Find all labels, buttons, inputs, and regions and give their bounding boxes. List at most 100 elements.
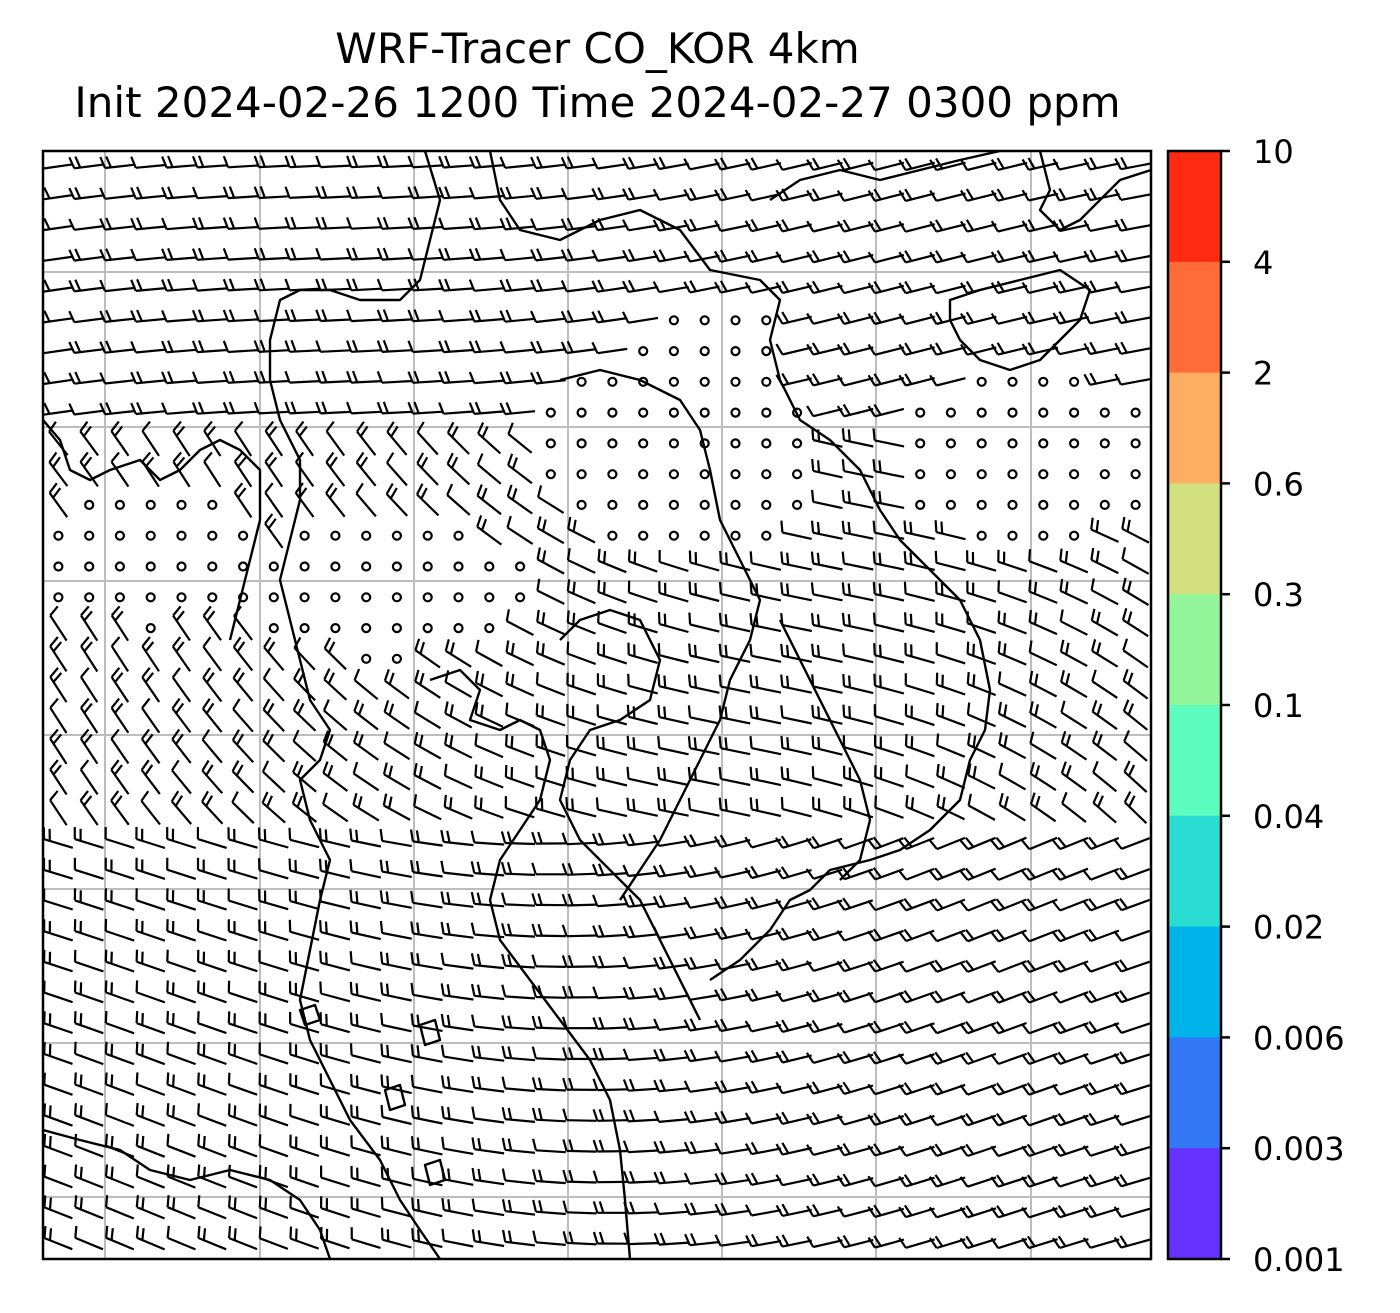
wind-barb — [1038, 438, 1049, 449]
wind-barb — [622, 864, 659, 878]
wind-barb — [903, 581, 935, 602]
coastline-island-2 — [418, 1018, 442, 1047]
wind-barb — [668, 438, 680, 449]
wind-barb — [1114, 281, 1151, 294]
wind-barb — [382, 762, 411, 791]
wind-barb — [904, 612, 935, 633]
wind-barb — [474, 764, 504, 789]
wind-barb — [744, 1049, 782, 1064]
wind-barb — [380, 1135, 412, 1156]
wind-barb — [438, 155, 474, 169]
wind-barb — [622, 279, 659, 293]
wind-barb — [379, 859, 412, 878]
wind-barb — [872, 551, 905, 571]
wind-barb — [730, 376, 741, 387]
wind-barb — [135, 1164, 166, 1189]
wind-barb — [1021, 157, 1059, 171]
wind-barb — [410, 1013, 443, 1032]
wind-barb — [1038, 469, 1049, 480]
wind-barb — [410, 1105, 443, 1125]
wind-barb — [349, 859, 382, 879]
wind-barb — [898, 220, 935, 233]
wind-barb — [530, 371, 566, 385]
wind-barb — [383, 731, 411, 761]
wind-barb — [74, 1103, 104, 1127]
wind-barb — [836, 1173, 874, 1187]
wind-barb — [713, 834, 751, 848]
wind-barb — [714, 280, 751, 294]
wind-barb — [322, 792, 349, 823]
wind-barb — [191, 155, 228, 169]
wind-barb — [775, 158, 812, 171]
wind-barb — [501, 1107, 536, 1123]
wind-barb — [53, 561, 64, 572]
wind-barb — [440, 860, 474, 878]
wind-barb — [935, 642, 966, 665]
wind-barb — [653, 1018, 689, 1031]
wind-barb — [966, 611, 997, 634]
wind-barb — [591, 832, 628, 846]
wind-barb — [141, 636, 160, 672]
wind-barb — [288, 827, 320, 849]
wind-barb — [413, 700, 442, 730]
wind-barb — [1052, 1176, 1089, 1188]
wind-barb — [1021, 1235, 1058, 1250]
wind-barb — [714, 219, 751, 233]
wind-barb — [289, 1103, 320, 1127]
wind-barb — [258, 1042, 289, 1065]
wind-barb — [79, 421, 99, 457]
wind-barb — [376, 339, 412, 353]
wind-barb — [315, 370, 351, 384]
colorbar-tick-label: 0.1 — [1253, 687, 1304, 725]
wind-barb — [99, 340, 136, 354]
wind-barb — [530, 155, 566, 170]
wind-barb — [576, 376, 587, 387]
wind-barb — [227, 857, 258, 880]
colorbar-segment — [1168, 815, 1221, 928]
wind-barb — [416, 421, 439, 456]
wind-barb — [258, 1072, 289, 1096]
wind-barb — [197, 1072, 227, 1096]
wind-barb — [1121, 516, 1150, 544]
wind-barb — [268, 592, 279, 603]
wind-barb — [718, 705, 751, 725]
wind-barb — [104, 1164, 135, 1189]
wind-barb — [714, 1202, 751, 1217]
wind-barb — [597, 579, 627, 604]
wind-barb — [683, 187, 720, 202]
wind-barb — [470, 983, 505, 1001]
wind-barb — [232, 636, 254, 672]
wind-barb — [811, 427, 843, 448]
wind-barb — [560, 310, 597, 324]
wind-barb — [761, 438, 772, 449]
wind-barb — [976, 469, 987, 480]
wind-barb — [80, 636, 99, 673]
wind-barb — [80, 697, 99, 734]
wind-barb — [687, 674, 720, 694]
wind-barb — [627, 673, 658, 695]
wind-barb — [1121, 607, 1149, 638]
wind-barb — [74, 1041, 104, 1066]
wind-barb — [197, 1041, 227, 1066]
wind-barb — [49, 728, 68, 765]
wind-barb — [1113, 1143, 1151, 1157]
wind-barb — [161, 186, 197, 200]
wind-barb — [1083, 219, 1120, 232]
wind-barb — [966, 702, 996, 728]
colorbar-tick-label: 0.6 — [1253, 465, 1304, 503]
wind-barb — [379, 890, 412, 909]
wind-barb — [1082, 1112, 1120, 1127]
wind-barb — [1007, 469, 1018, 480]
wind-barb — [687, 797, 720, 817]
wind-barb — [780, 582, 813, 602]
wind-barb — [536, 578, 565, 605]
wind-barb — [561, 985, 597, 999]
wind-barb — [592, 1139, 628, 1153]
wind-barb — [171, 728, 192, 764]
wind-barb — [836, 1050, 874, 1065]
wind-barb — [346, 186, 382, 199]
wind-barb — [444, 670, 473, 699]
wind-barb — [135, 980, 166, 1004]
wind-barb — [998, 762, 1027, 791]
wind-barb — [657, 612, 689, 634]
